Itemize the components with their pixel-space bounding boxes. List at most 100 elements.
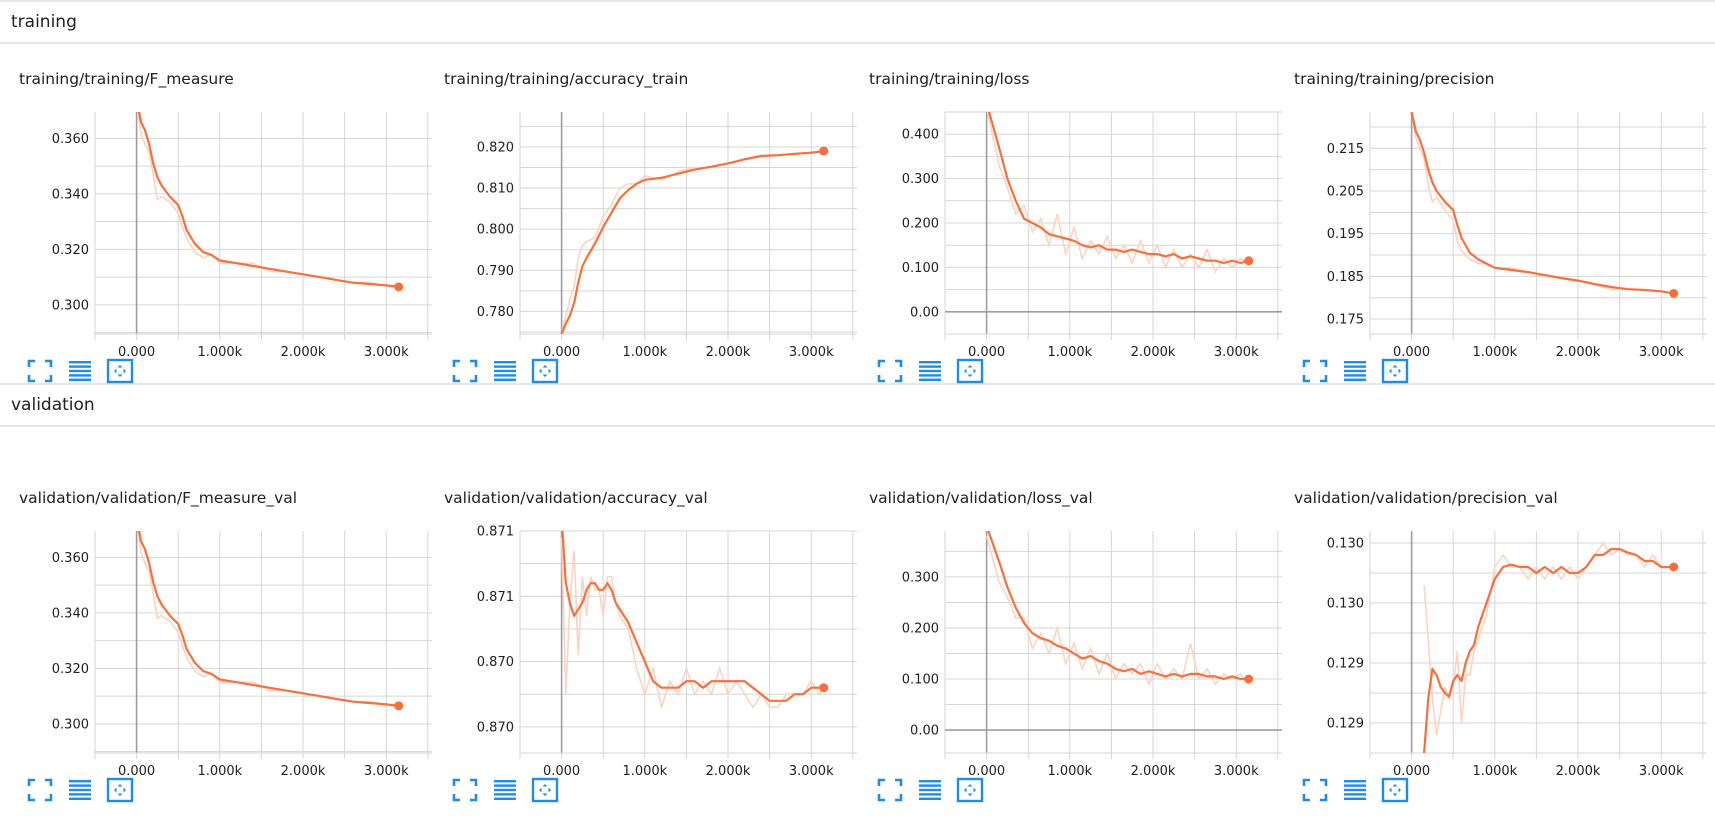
fullscreen-icon[interactable]	[451, 777, 479, 803]
fit-domain-icon[interactable]	[956, 777, 984, 803]
x-tick-label: 0.000	[968, 345, 1005, 360]
section-header-training[interactable]: training	[0, 0, 1715, 44]
fullscreen-icon[interactable]	[451, 358, 479, 384]
last-point-marker	[1244, 256, 1254, 266]
x-tick-label: 2.000k	[1131, 345, 1176, 360]
chart-title: training/training/precision	[1294, 70, 1495, 88]
last-point-marker	[819, 683, 829, 693]
y-tick-label: 0.100	[902, 261, 939, 276]
section-header-validation[interactable]: validation	[0, 383, 1715, 427]
fit-domain-icon[interactable]	[1381, 358, 1409, 384]
section-title: training	[11, 12, 77, 32]
y-tick-label: 0.820	[477, 140, 514, 155]
y-tick-label: 0.175	[1327, 313, 1364, 328]
x-tick-label: 1.000k	[1472, 345, 1517, 360]
x-tick-label: 1.000k	[1047, 345, 1092, 360]
chart-plot[interactable]: 0.300 0.320 0.340 0.360 0.000 1.000k 2.000k 3.0…	[0, 513, 440, 813]
y-tick-label: 0.100	[902, 673, 939, 688]
y-tick-label: 0.130	[1327, 537, 1364, 552]
raw-series-line	[1410, 112, 1674, 295]
x-tick-label: 2.000k	[1556, 345, 1601, 360]
x-tick-label: 1.000k	[197, 345, 242, 360]
last-point-marker	[1244, 674, 1254, 684]
y-tick-label: 0.00	[910, 305, 939, 320]
fullscreen-icon[interactable]	[876, 358, 904, 384]
section-title: validation	[11, 395, 95, 415]
y-tick-label: 0.871	[477, 525, 514, 540]
y-tick-label: 0.870	[477, 720, 514, 735]
x-tick-label: 3.000k	[1639, 764, 1684, 779]
x-tick-label: 0.000	[118, 764, 155, 779]
y-tick-label: 0.790	[477, 264, 514, 279]
chart-plot[interactable]: 0.300 0.320 0.340 0.360 0.000 1.000k 2.000k 3.0…	[0, 94, 440, 394]
x-tick-label: 2.000k	[281, 764, 326, 779]
smoothed-series-line	[1423, 547, 1674, 753]
x-tick-label: 0.000	[543, 764, 580, 779]
chart-card: validation/validation/precision_val 0.129…	[1275, 469, 1707, 803]
last-point-marker	[394, 701, 404, 711]
y-tick-label: 0.340	[52, 187, 89, 202]
data-table-icon[interactable]	[491, 358, 519, 384]
smoothed-series-line	[987, 531, 1249, 681]
chart-title: validation/validation/precision_val	[1294, 489, 1558, 507]
fit-domain-icon[interactable]	[531, 358, 559, 384]
y-tick-label: 0.871	[477, 590, 514, 605]
y-tick-label: 0.129	[1327, 717, 1364, 732]
last-point-marker	[1669, 288, 1679, 298]
chart-title: validation/validation/accuracy_val	[444, 489, 708, 507]
chart-card: validation/validation/F_measure_val 0.300…	[0, 469, 432, 803]
x-tick-label: 1.000k	[622, 345, 667, 360]
fullscreen-icon[interactable]	[1301, 777, 1329, 803]
fit-domain-icon[interactable]	[956, 358, 984, 384]
fit-domain-icon[interactable]	[106, 358, 134, 384]
y-tick-label: 0.870	[477, 655, 514, 670]
chart-plot[interactable]: 0.175 0.185 0.195 0.205 0.215 0.000 1.000k 2.00…	[1275, 94, 1715, 394]
y-tick-label: 0.200	[902, 217, 939, 232]
smoothed-series-line	[561, 531, 824, 702]
raw-series-line	[986, 112, 1250, 274]
x-tick-label: 3.000k	[1639, 345, 1684, 360]
y-tick-label: 0.205	[1327, 184, 1364, 199]
raw-series-line	[985, 535, 1250, 687]
chart-plot[interactable]: 0.00 0.100 0.200 0.300 0.400 0.000 1.000k 2.000…	[850, 94, 1290, 394]
chart-title: training/training/F_measure	[19, 70, 234, 88]
data-table-icon[interactable]	[66, 777, 94, 803]
x-tick-label: 1.000k	[1472, 764, 1517, 779]
chart-plot[interactable]: 0.780 0.790 0.800 0.810 0.820 0.000 1.000k 2.00…	[425, 94, 865, 394]
fit-domain-icon[interactable]	[1381, 777, 1409, 803]
y-tick-label: 0.810	[477, 182, 514, 197]
smoothed-series-line	[987, 112, 1249, 265]
fullscreen-icon[interactable]	[876, 777, 904, 803]
data-table-icon[interactable]	[66, 358, 94, 384]
data-table-icon[interactable]	[916, 358, 944, 384]
y-tick-label: 0.300	[52, 298, 89, 313]
chart-card: training/training/F_measure 0.300 0.320 0.3…	[0, 50, 432, 384]
x-tick-label: 3.000k	[789, 764, 834, 779]
data-table-icon[interactable]	[916, 777, 944, 803]
x-tick-label: 2.000k	[281, 345, 326, 360]
y-tick-label: 0.320	[52, 662, 89, 677]
chart-plot[interactable]: 0.870 0.870 0.871 0.871 0.000 1.000k 2.000k 3.0…	[425, 513, 865, 813]
fit-domain-icon[interactable]	[106, 777, 134, 803]
chart-plot[interactable]: 0.00 0.100 0.200 0.300 0.000 1.000k 2.000k 3.00…	[850, 513, 1290, 813]
y-tick-label: 0.400	[902, 128, 939, 143]
fullscreen-icon[interactable]	[1301, 358, 1329, 384]
last-point-marker	[1669, 562, 1679, 572]
y-tick-label: 0.129	[1327, 657, 1364, 672]
y-tick-label: 0.300	[902, 172, 939, 187]
fullscreen-icon[interactable]	[26, 777, 54, 803]
raw-series-line	[560, 150, 824, 334]
chart-title: training/training/accuracy_train	[444, 70, 689, 88]
x-tick-label: 2.000k	[706, 345, 751, 360]
x-tick-label: 0.000	[118, 345, 155, 360]
last-point-marker	[394, 282, 404, 292]
chart-card: training/training/loss 0.00 0.100 0.200 0.30…	[850, 50, 1282, 384]
fit-domain-icon[interactable]	[531, 777, 559, 803]
data-table-icon[interactable]	[1341, 358, 1369, 384]
fullscreen-icon[interactable]	[26, 358, 54, 384]
x-tick-label: 3.000k	[1214, 345, 1259, 360]
x-tick-label: 1.000k	[622, 764, 667, 779]
data-table-icon[interactable]	[1341, 777, 1369, 803]
data-table-icon[interactable]	[491, 777, 519, 803]
chart-plot[interactable]: 0.129 0.129 0.130 0.130 0.000 1.000k 2.000k 3.0…	[1275, 513, 1715, 813]
